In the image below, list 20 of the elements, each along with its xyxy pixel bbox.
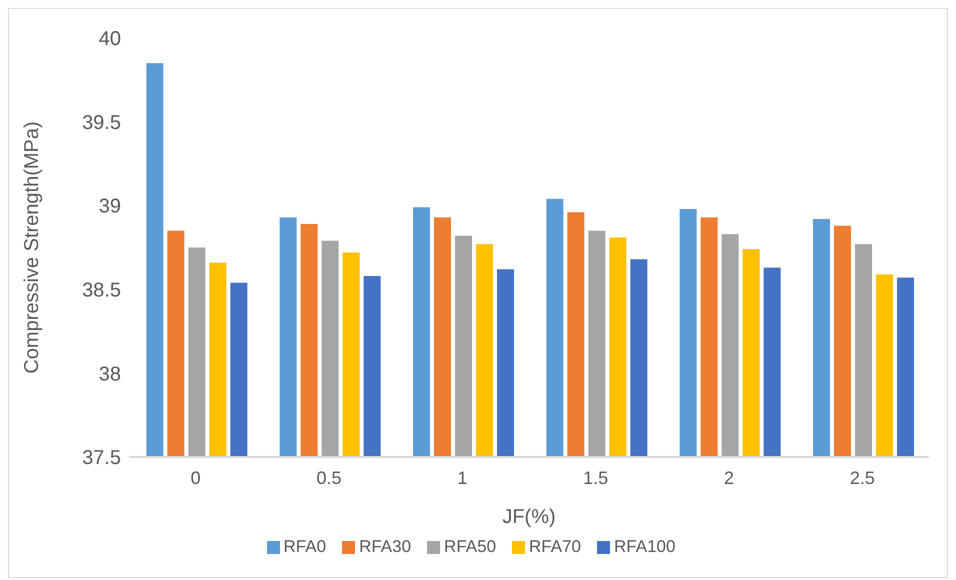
x-tick-label: 2.5 (850, 468, 875, 488)
y-tick-label: 39 (98, 196, 121, 218)
legend-label: RFA100 (614, 537, 676, 556)
y-tick-label: 38.5 (82, 280, 121, 302)
y-tick-label: 38 (98, 363, 121, 386)
legend-label: RFA50 (444, 537, 496, 556)
legend-label: RFA0 (284, 537, 326, 556)
x-tick-label: 0 (190, 468, 201, 488)
y-tick-label: 39.5 (82, 112, 121, 134)
x-tick-label: 1.5 (583, 468, 608, 488)
legend-label: RFA30 (359, 537, 412, 556)
y-axis-title: Compressive Strength(MPa) (21, 121, 44, 374)
y-tick-label: 37.5 (82, 447, 121, 470)
x-tick-label: 0.5 (316, 468, 342, 488)
chart-frame: RFA0 RFA30 RFA50 RFA70 RFA100 0 0.5 1 1.5 2 2.5 JF(%) 37.5 38 38.5 39 39.5 40 Compressive Strength(MPa) (8, 8, 948, 578)
x-tick-label: 2 (724, 468, 734, 488)
y-tick-label: 40 (98, 28, 121, 50)
x-axis-title: JF(%) (502, 506, 556, 528)
legend-label: RFA70 (529, 537, 582, 556)
x-tick-label: 1 (457, 468, 468, 488)
